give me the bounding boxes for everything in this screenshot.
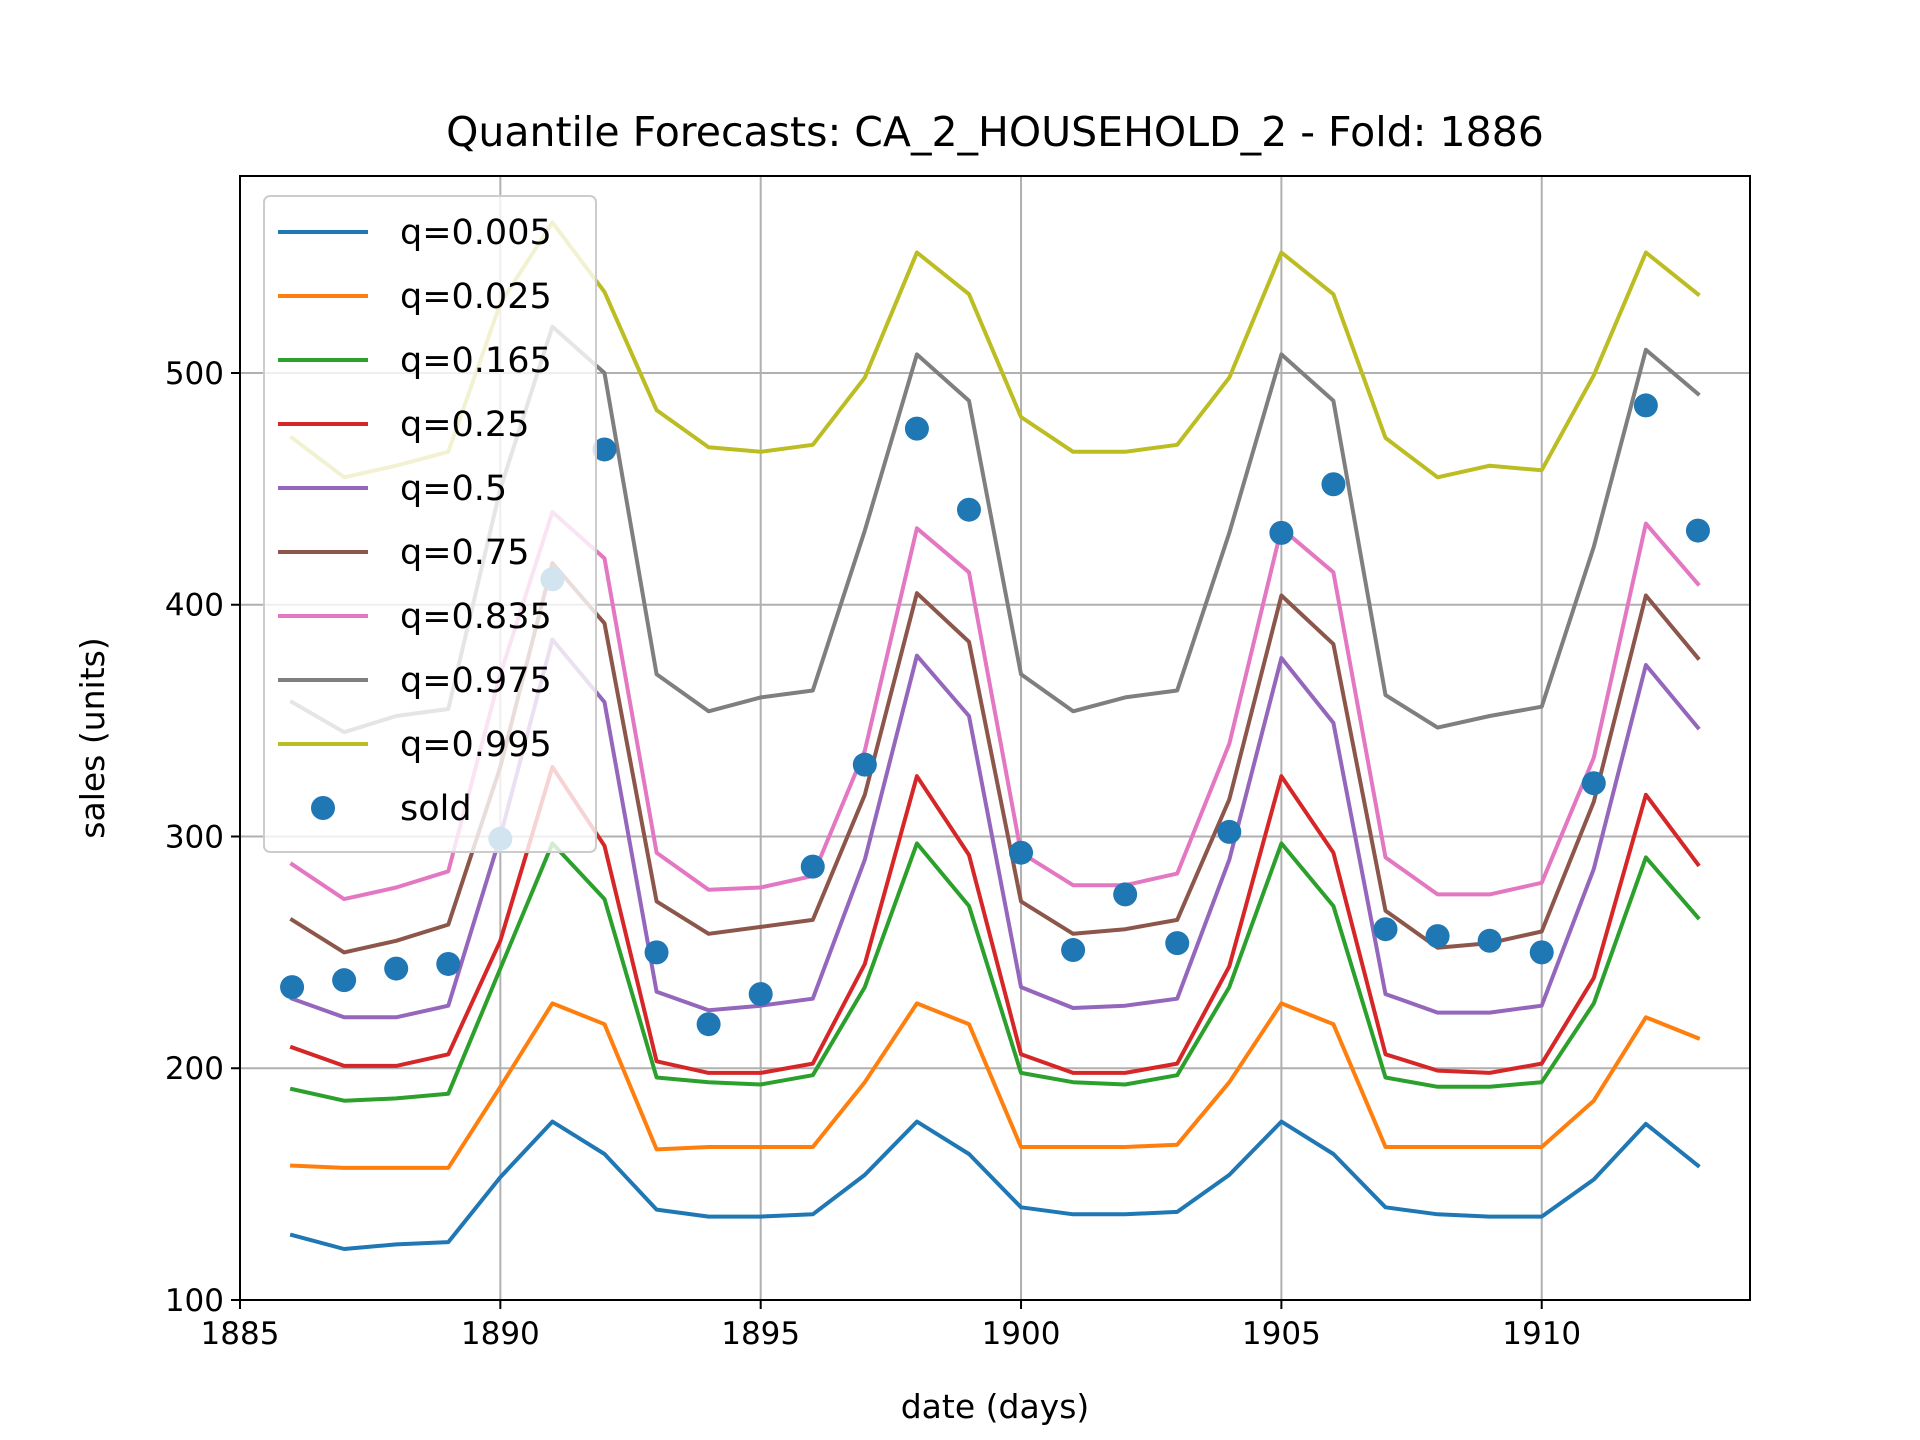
sold-point	[1373, 917, 1398, 942]
legend-label: q=0.005	[400, 213, 552, 253]
sold-point	[1217, 819, 1242, 844]
x-tick-label: 1905	[1242, 1316, 1321, 1352]
sold-point	[1269, 520, 1294, 545]
legend-swatch	[311, 796, 335, 820]
sold-point	[1425, 924, 1450, 949]
axes-frame	[239, 175, 1751, 1301]
legend-label: q=0.975	[400, 661, 552, 701]
sold-point	[800, 854, 825, 879]
legend-label: q=0.025	[400, 277, 552, 317]
sold-point	[1061, 938, 1086, 963]
series-line-q=0.25	[289, 765, 1701, 1075]
sold-point	[1477, 928, 1502, 953]
sold-point	[1321, 472, 1346, 497]
x-tick-label: 1910	[1502, 1316, 1581, 1352]
legend: q=0.005 q=0.025 q=0.165 q=0.25 q=0.5 q=0.75 q=…	[263, 195, 597, 853]
axis-ticks: 1885 1890 1895 1900 1905 1910 100 200 300 400 500	[165, 356, 1581, 1352]
sold-point	[1685, 518, 1710, 543]
sold-point	[904, 416, 929, 441]
sold-point	[696, 1012, 721, 1037]
sold-point	[1581, 771, 1606, 796]
legend-label: q=0.5	[400, 469, 507, 509]
chart-title: Quantile Forecasts: CA_2_HOUSEHOLD_2 - F…	[446, 108, 1544, 156]
sold-point	[852, 752, 877, 777]
legend-label: q=0.165	[400, 341, 552, 381]
series-line-q=0.025	[290, 1001, 1701, 1170]
legend-label: q=0.75	[400, 533, 529, 573]
x-tick-label: 1890	[461, 1316, 540, 1352]
sold-point	[384, 956, 409, 981]
sold-point	[592, 437, 617, 462]
x-tick-label: 1895	[721, 1316, 800, 1352]
x-axis-label: date (days)	[901, 1387, 1090, 1426]
x-tick-label: 1900	[982, 1316, 1061, 1352]
sold-point	[1165, 931, 1190, 956]
y-tick-label: 300	[165, 819, 224, 855]
y-tick-label: 200	[165, 1051, 224, 1087]
y-tick-label: 400	[165, 588, 224, 624]
legend-label: q=0.25	[400, 405, 529, 445]
sold-point	[280, 975, 305, 1000]
sold-point	[1529, 940, 1554, 965]
legend-label: sold	[400, 789, 472, 829]
sold-point	[956, 497, 981, 522]
sold-point	[748, 982, 773, 1007]
legend-label: q=0.995	[400, 725, 552, 765]
x-tick-label: 1885	[201, 1316, 280, 1352]
legend-label: q=0.835	[400, 597, 552, 637]
series-line-q=0.165	[289, 841, 1701, 1103]
series-line-q=0.005	[289, 1119, 1701, 1251]
sold-point	[644, 940, 669, 965]
y-tick-label: 100	[165, 1283, 224, 1319]
sold-point	[1009, 840, 1034, 865]
sold-point	[436, 951, 461, 976]
sold-point	[1113, 882, 1138, 907]
y-tick-label: 500	[165, 356, 224, 392]
y-axis-label: sales (units)	[73, 637, 112, 838]
sold-point	[1633, 393, 1658, 418]
sold-point	[332, 968, 357, 993]
